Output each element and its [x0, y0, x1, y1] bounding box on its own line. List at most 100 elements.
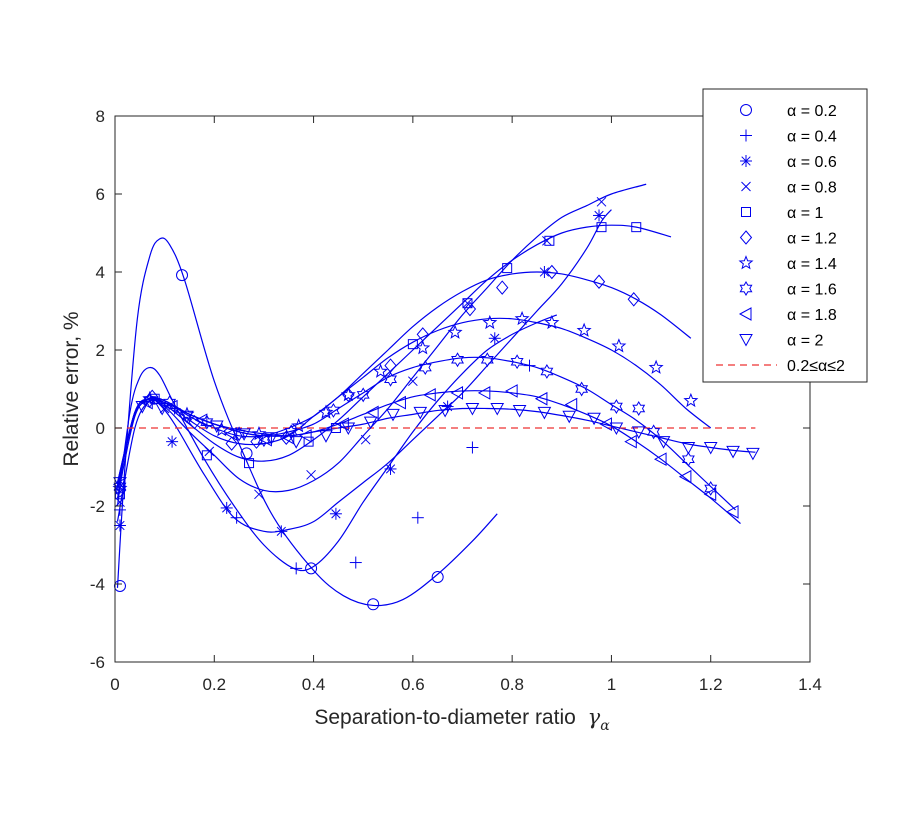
- series-9-marker-part: [703, 487, 717, 502]
- series-5-marker: [596, 222, 607, 233]
- legend-item-11-label: 0.2≤α≤2: [787, 358, 845, 375]
- legend-item-4-marker: [741, 181, 751, 192]
- series-6-marker: [225, 436, 238, 451]
- series-3-marker-part: [331, 509, 341, 519]
- series-10-marker: [438, 404, 452, 418]
- series-1-marker: [431, 570, 444, 583]
- series-7-marker-part: [514, 310, 530, 326]
- series-4-marker: [360, 434, 371, 445]
- series-9-marker: [165, 399, 178, 414]
- series-8-marker-part: [163, 395, 177, 411]
- series-3-marker: [113, 519, 126, 532]
- series-8-marker-part: [356, 387, 370, 403]
- series-10-marker: [155, 403, 170, 416]
- series-4-marker-part: [462, 298, 473, 309]
- series-1-marker-part: [431, 570, 444, 583]
- series-8-marker-part: [257, 432, 271, 448]
- series-10-marker-part: [113, 477, 127, 490]
- series-10-marker: [631, 426, 646, 439]
- series-10-marker: [681, 442, 696, 455]
- series-9-marker: [505, 384, 518, 398]
- x-tick-label: 0: [110, 675, 119, 694]
- legend-item-6-marker-part: [739, 230, 753, 245]
- x-axis-label-subscript: α: [600, 718, 610, 734]
- series-6-curve: [116, 271, 692, 487]
- series-10-marker-part: [703, 442, 718, 455]
- series-2-marker: [349, 556, 362, 569]
- series-7-marker: [482, 314, 498, 330]
- series-8-marker-part: [418, 360, 432, 376]
- series-9-marker: [726, 505, 739, 519]
- series-5-marker: [201, 450, 212, 461]
- series-4-marker-part: [306, 469, 316, 480]
- series-9-marker: [534, 391, 548, 406]
- series-7-marker-part: [415, 340, 431, 355]
- series-8-marker: [113, 479, 127, 494]
- series-2-marker: [411, 511, 424, 524]
- series-9-marker: [140, 395, 153, 410]
- legend-item-8-label: α = 1.6: [787, 282, 837, 299]
- series-5-marker-part: [244, 458, 255, 469]
- series-10-marker: [587, 412, 601, 426]
- series-7-marker-part: [318, 404, 334, 419]
- x-axis-label: Separation-to-diameter ratio γα: [314, 705, 610, 734]
- series-8-marker-part: [326, 402, 340, 418]
- series-10-marker: [537, 406, 552, 420]
- legend-items: α = 0.2 α = 0.4 α = 0.6 α = 0.8 α = 1 α = 1.2…: [716, 103, 845, 375]
- series-3-curve: [116, 209, 612, 533]
- series-7-marker: [648, 359, 664, 374]
- series-10-marker: [113, 477, 127, 490]
- series-6-marker: [592, 274, 606, 290]
- series-3-marker-part: [385, 464, 396, 474]
- series-8-marker: [163, 395, 177, 411]
- series-1-marker: [113, 579, 126, 592]
- plot-area-frame: [114, 115, 811, 663]
- series-8-marker: [647, 424, 661, 440]
- series-5-marker-part: [201, 450, 212, 461]
- series-8-marker: [326, 402, 340, 418]
- series-9-marker: [450, 386, 464, 400]
- series-3-marker-part: [222, 503, 232, 513]
- series-10-marker-part: [587, 412, 601, 426]
- series-3-marker: [220, 501, 233, 514]
- series-8-marker: [704, 480, 718, 496]
- legend-item-9-marker: [738, 307, 752, 321]
- series-5-marker-part: [631, 222, 642, 233]
- series-1-marker-part: [113, 579, 126, 592]
- y-tick-label: -6: [90, 653, 105, 672]
- series-9-marker-part: [534, 391, 548, 406]
- series-3-marker-part: [490, 333, 500, 343]
- series-4-curve: [116, 183, 647, 499]
- series-7-marker: [179, 406, 195, 421]
- y-axis-label: Relative error, %: [60, 311, 83, 466]
- series-6-marker-part: [627, 292, 640, 307]
- series-7-marker-part: [291, 418, 307, 433]
- series-10-marker-part: [180, 410, 194, 424]
- legend-item-7-marker: [738, 255, 754, 270]
- series-6-marker-part: [496, 280, 509, 295]
- series-8-marker-part: [704, 480, 718, 496]
- series-2-marker: [466, 441, 479, 454]
- y-tick-label: 8: [96, 107, 105, 126]
- series-8-marker: [418, 360, 432, 376]
- legend-item-10-label: α = 2: [787, 333, 823, 350]
- series-7-marker-part: [576, 322, 592, 337]
- series-4-marker-part: [542, 235, 552, 246]
- series-1-marker: [367, 598, 380, 611]
- x-axis-label-symbol: γ: [588, 705, 601, 729]
- y-tick-label: 6: [96, 185, 105, 204]
- y-tick-label: -4: [90, 575, 105, 594]
- legend: α = 0.2 α = 0.4 α = 0.6 α = 0.8 α = 1 α = 1.2…: [702, 88, 868, 383]
- series-10-marker: [341, 422, 356, 436]
- legend-item-2-label: α = 0.4: [787, 129, 837, 146]
- series-4-marker: [254, 489, 264, 500]
- series-8-marker-part: [540, 363, 554, 379]
- series-9-marker-part: [726, 505, 739, 519]
- series-9-marker-part: [624, 434, 637, 449]
- legend-item-5-label: α = 1: [787, 205, 823, 222]
- x-tick-label: 0.6: [401, 675, 425, 694]
- series-8-marker: [257, 432, 271, 448]
- legend-item-9-marker-part: [738, 307, 752, 321]
- series-9-marker-part: [654, 452, 667, 467]
- series-10-marker-part: [512, 404, 527, 418]
